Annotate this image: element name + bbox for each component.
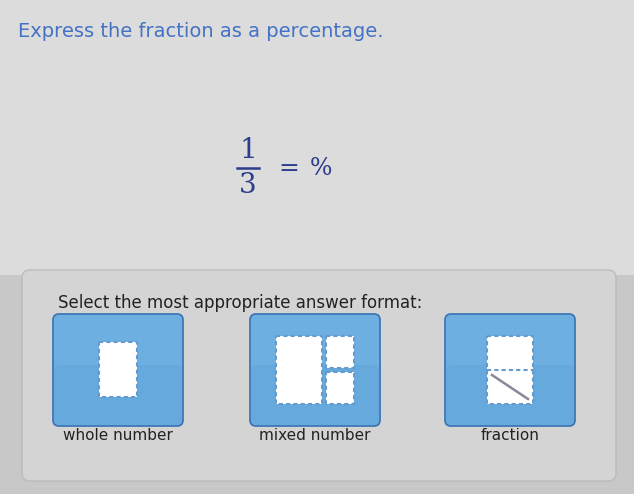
Bar	[487, 336, 533, 404]
FancyBboxPatch shape	[445, 314, 575, 426]
FancyBboxPatch shape	[0, 0, 634, 275]
Text: fraction: fraction	[481, 428, 540, 443]
Bar	[276, 336, 322, 404]
Bar	[99, 342, 137, 397]
Text: 3: 3	[239, 172, 257, 199]
Text: =: =	[278, 157, 299, 179]
Bar	[326, 336, 354, 368]
FancyBboxPatch shape	[22, 270, 616, 481]
FancyBboxPatch shape	[251, 315, 379, 375]
FancyBboxPatch shape	[54, 315, 182, 375]
Text: %: %	[310, 157, 332, 179]
Text: Select the most appropriate answer format:: Select the most appropriate answer forma…	[58, 294, 422, 312]
Text: Express the fraction as a percentage.: Express the fraction as a percentage.	[18, 22, 384, 41]
FancyBboxPatch shape	[251, 365, 379, 425]
FancyBboxPatch shape	[53, 314, 183, 426]
Text: 1: 1	[239, 137, 257, 164]
FancyBboxPatch shape	[446, 365, 574, 425]
Bar	[326, 372, 354, 404]
FancyBboxPatch shape	[54, 365, 182, 425]
Text: whole number: whole number	[63, 428, 173, 443]
FancyBboxPatch shape	[250, 314, 380, 426]
Text: mixed number: mixed number	[259, 428, 371, 443]
FancyBboxPatch shape	[446, 315, 574, 375]
